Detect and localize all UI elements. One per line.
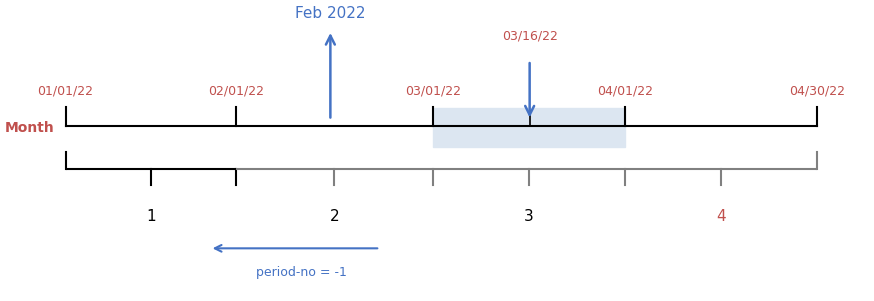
Text: 04/01/22: 04/01/22 bbox=[597, 85, 653, 98]
Text: Month: Month bbox=[4, 121, 54, 135]
Text: 2: 2 bbox=[329, 209, 339, 224]
Text: 02/01/22: 02/01/22 bbox=[208, 85, 264, 98]
Text: 3: 3 bbox=[524, 209, 534, 224]
Text: 03/16/22: 03/16/22 bbox=[502, 29, 558, 42]
Text: 4: 4 bbox=[716, 209, 726, 224]
Text: period-no = -1: period-no = -1 bbox=[256, 266, 347, 279]
Text: Feb 2022: Feb 2022 bbox=[295, 6, 365, 21]
Text: 04/30/22: 04/30/22 bbox=[789, 85, 845, 98]
Text: 1: 1 bbox=[146, 209, 156, 224]
Bar bbox=[433, 108, 625, 147]
Text: 03/01/22: 03/01/22 bbox=[405, 85, 461, 98]
Text: 01/01/22: 01/01/22 bbox=[38, 85, 94, 98]
